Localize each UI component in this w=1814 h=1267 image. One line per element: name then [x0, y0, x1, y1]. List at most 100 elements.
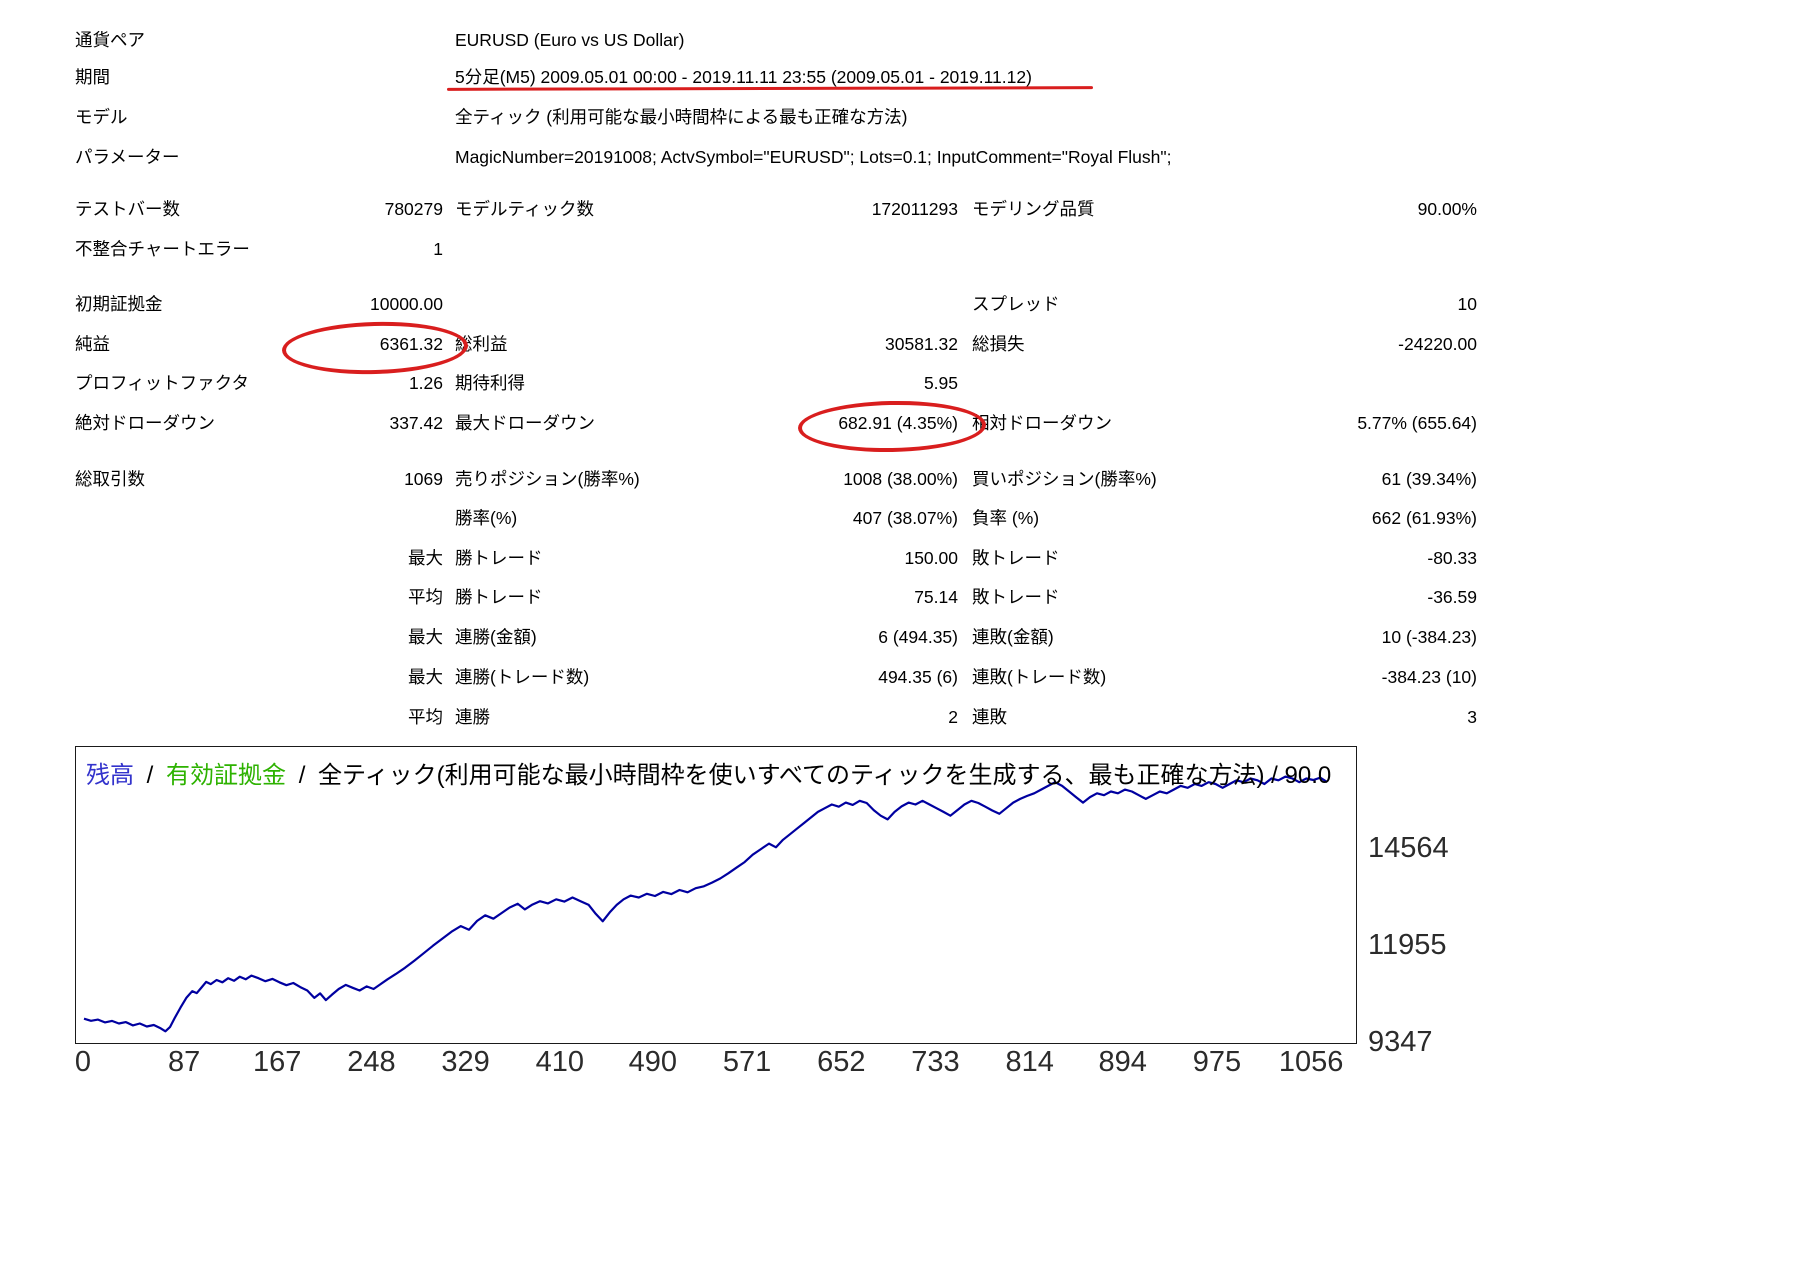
- row-avg-consecutive: 平均 連勝 2 連敗 3: [0, 706, 1814, 728]
- row-max-consecutive-amount: 最大 連勝(金額) 6 (494.35) 連敗(金額) 10 (-384.23): [0, 626, 1814, 648]
- model-ticks-value: 172011293: [871, 199, 958, 219]
- x-axis-tick-label: 87: [168, 1046, 201, 1078]
- row-initial-deposit: 初期証拠金 10000.00 スプレッド 10: [0, 293, 1814, 315]
- total-trades-value: 1069: [404, 469, 443, 489]
- x-axis-tick-label: 490: [628, 1046, 678, 1078]
- profit-trades-label: 勝率(%): [455, 508, 518, 528]
- x-axis-tick-label: 248: [347, 1046, 396, 1078]
- profit-factor-value: 1.26: [408, 373, 443, 393]
- x-axis-tick-label: 410: [535, 1046, 585, 1078]
- y-axis-tick-label: 11955: [1368, 929, 1447, 961]
- legend-separator: /: [298, 762, 306, 789]
- max-consecutive-loss-label: 連敗(トレード数): [972, 667, 1107, 687]
- profit-trades-value: 407 (38.07%): [852, 508, 958, 528]
- max-consecutive-wins-label: 連勝(金額): [455, 627, 537, 647]
- equity-curve-svg: [83, 775, 1328, 1033]
- expected-payoff-value: 5.95: [923, 373, 958, 393]
- net-profit-value: 6361.32: [379, 334, 443, 354]
- row-net-profit: 純益 6361.32 総利益 30581.32 総損失 -24220.00: [0, 333, 1814, 355]
- row-profit-loss-trades: 勝率(%) 407 (38.07%) 負率 (%) 662 (61.93%): [0, 507, 1814, 529]
- legend-description: 全ティック(利用可能な最小時間枠を使いすべてのティックを生成する、最も正確な方法…: [318, 762, 1332, 789]
- average-prefix: 平均: [408, 587, 443, 607]
- maximal-drawdown-value: 682.91 (4.35%): [838, 413, 958, 433]
- parameters-value: MagicNumber=20191008; ActvSymbol="EURUSD…: [455, 147, 1172, 167]
- row-mismatched-errors: 不整合チャートエラー 1: [0, 238, 1814, 260]
- row-period: 期間 5分足(M5) 2009.05.01 00:00 - 2019.11.11…: [0, 66, 1814, 88]
- modelling-quality-value: 90.00%: [1417, 199, 1477, 219]
- spread-label: スプレッド: [972, 294, 1060, 314]
- loss-trades-label: 負率 (%): [972, 508, 1040, 528]
- row-test-bars: テストバー数 780279 モデルティック数 172011293 モデリング品質…: [0, 198, 1814, 220]
- x-axis-tick-label: 329: [441, 1046, 490, 1078]
- max-consecutive-losses-value: 10 (-384.23): [1381, 627, 1477, 647]
- y-axis-tick-label: 9347: [1368, 1026, 1433, 1058]
- row-max-consecutive-count: 最大 連勝(トレード数) 494.35 (6) 連敗(トレード数) -384.2…: [0, 666, 1814, 688]
- long-positions-value: 61 (39.34%): [1381, 469, 1477, 489]
- row-largest-trade: 最大 勝トレード 150.00 敗トレード -80.33: [0, 547, 1814, 569]
- x-axis-tick-label: 571: [722, 1046, 772, 1078]
- row-total-trades: 総取引数 1069 売りポジション(勝率%) 1008 (38.00%) 買いポ…: [0, 468, 1814, 490]
- loss-trades-value: 662 (61.93%): [1371, 508, 1477, 528]
- absolute-drawdown-label: 絶対ドローダウン: [75, 413, 215, 433]
- initial-deposit-label: 初期証拠金: [75, 294, 163, 314]
- model-label: モデル: [75, 107, 128, 127]
- gross-profit-label: 総利益: [455, 334, 508, 354]
- model-ticks-label: モデルティック数: [455, 199, 594, 219]
- x-axis-tick-label: 894: [1098, 1046, 1147, 1078]
- avg-consecutive-prefix: 平均: [408, 707, 443, 727]
- absolute-drawdown-value: 337.42: [389, 413, 443, 433]
- max-consecutive-wins-value: 6 (494.35): [878, 627, 958, 647]
- gross-loss-label: 総損失: [972, 334, 1025, 354]
- short-positions-label: 売りポジション(勝率%): [455, 469, 640, 489]
- largest-prefix: 最大: [408, 548, 443, 568]
- modelling-quality-label: モデリング品質: [972, 199, 1095, 219]
- legend-separator: /: [146, 762, 154, 789]
- relative-drawdown-value: 5.77% (655.64): [1357, 413, 1477, 433]
- avg-consecutive-losses-label: 連敗: [972, 707, 1007, 727]
- row-profit-factor: プロフィットファクタ 1.26 期待利得 5.95: [0, 372, 1814, 394]
- row-currency-pair: 通貨ペア EURUSD (Euro vs US Dollar): [0, 29, 1814, 51]
- expected-payoff-label: 期待利得: [455, 373, 525, 393]
- red-circle-max-drawdown-annotation: [797, 399, 987, 454]
- parameters-label: パラメーター: [75, 147, 180, 167]
- short-positions-value: 1008 (38.00%): [843, 469, 958, 489]
- gross-profit-value: 30581.32: [885, 334, 958, 354]
- max-consecutive-profit-label: 連勝(トレード数): [455, 667, 590, 687]
- x-axis-tick-label: 733: [911, 1046, 960, 1078]
- initial-deposit-value: 10000.00: [370, 294, 443, 314]
- row-drawdown: 絶対ドローダウン 337.42 最大ドローダウン 682.91 (4.35%) …: [0, 412, 1814, 434]
- max-consecutive-losses-label: 連敗(金額): [972, 627, 1054, 647]
- net-profit-label: 純益: [75, 334, 110, 354]
- period-label: 期間: [75, 67, 110, 87]
- average-win-value: 75.14: [914, 587, 958, 607]
- red-underline-annotation: [446, 86, 1094, 91]
- test-bars-label: テストバー数: [75, 199, 180, 219]
- row-average-trade: 平均 勝トレード 75.14 敗トレード -36.59: [0, 586, 1814, 608]
- x-axis-tick-label: 0: [74, 1046, 92, 1078]
- total-trades-label: 総取引数: [75, 469, 145, 489]
- test-bars-value: 780279: [384, 199, 443, 219]
- chart-legend: 残高 / 有効証拠金 / 全ティック(利用可能な最小時間枠を使いすべてのティック…: [86, 755, 1348, 790]
- balance-curve: [83, 775, 1328, 1033]
- currency-pair-label: 通貨ペア: [75, 30, 145, 50]
- gross-loss-value: -24220.00: [1398, 334, 1477, 354]
- mismatched-errors-value: 1: [433, 239, 443, 259]
- largest-loss-label: 敗トレード: [972, 548, 1060, 568]
- mismatched-errors-label: 不整合チャートエラー: [75, 239, 250, 259]
- average-win-label: 勝トレード: [455, 587, 543, 607]
- period-value: 5分足(M5) 2009.05.01 00:00 - 2019.11.11 23…: [455, 67, 1032, 87]
- x-axis-tick-label: 167: [253, 1046, 302, 1078]
- average-loss-label: 敗トレード: [972, 587, 1060, 607]
- currency-pair-value: EURUSD (Euro vs US Dollar): [455, 30, 685, 50]
- avg-consecutive-losses-value: 3: [1467, 707, 1477, 727]
- x-axis-tick-label: 1056: [1278, 1046, 1344, 1078]
- max-consecutive-count-prefix: 最大: [408, 667, 443, 687]
- y-axis-tick-label: 14564: [1368, 831, 1449, 864]
- red-circle-net-profit-annotation: [281, 319, 469, 377]
- largest-win-value: 150.00: [904, 548, 958, 568]
- profit-factor-label: プロフィットファクタ: [75, 373, 249, 393]
- x-axis-tick-label: 814: [1005, 1046, 1054, 1078]
- row-parameters: パラメーター MagicNumber=20191008; ActvSymbol=…: [0, 146, 1814, 168]
- average-loss-value: -36.59: [1427, 587, 1477, 607]
- max-consecutive-loss-value: -384.23 (10): [1381, 667, 1477, 687]
